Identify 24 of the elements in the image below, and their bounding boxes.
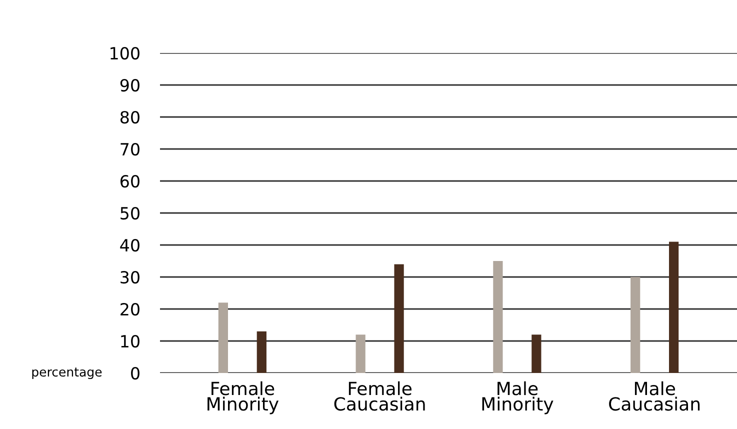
x-tick-label: Female Minority [208, 381, 279, 414]
y-tick-label: 20 [120, 302, 140, 316]
bar [668, 242, 679, 373]
x-tick-label: Male Caucasian [609, 381, 700, 411]
y-tick-label: 90 [120, 78, 140, 92]
y-tick-label: 10 [121, 334, 140, 348]
y-tick-label: 0 [131, 366, 140, 380]
bar [493, 261, 503, 373]
bar [218, 302, 228, 373]
x-tick-label: Female Caucasian [334, 381, 425, 411]
y-tick-label: 70 [120, 142, 140, 156]
x-tick-label: Male Minority [482, 381, 554, 414]
y-tick-label: 80 [120, 110, 140, 124]
bar [356, 334, 366, 373]
y-tick-label: 100 [110, 46, 140, 60]
y-tick-label: 50 [120, 206, 140, 220]
bar [256, 331, 266, 373]
y-tick-label: 30 [120, 270, 140, 284]
y-tick-label: 60 [120, 174, 140, 188]
bar [630, 277, 640, 373]
bar [532, 334, 542, 373]
y-tick-label: 40 [120, 238, 140, 252]
y-axis-title: percentage [32, 368, 102, 380]
bar [394, 264, 404, 373]
